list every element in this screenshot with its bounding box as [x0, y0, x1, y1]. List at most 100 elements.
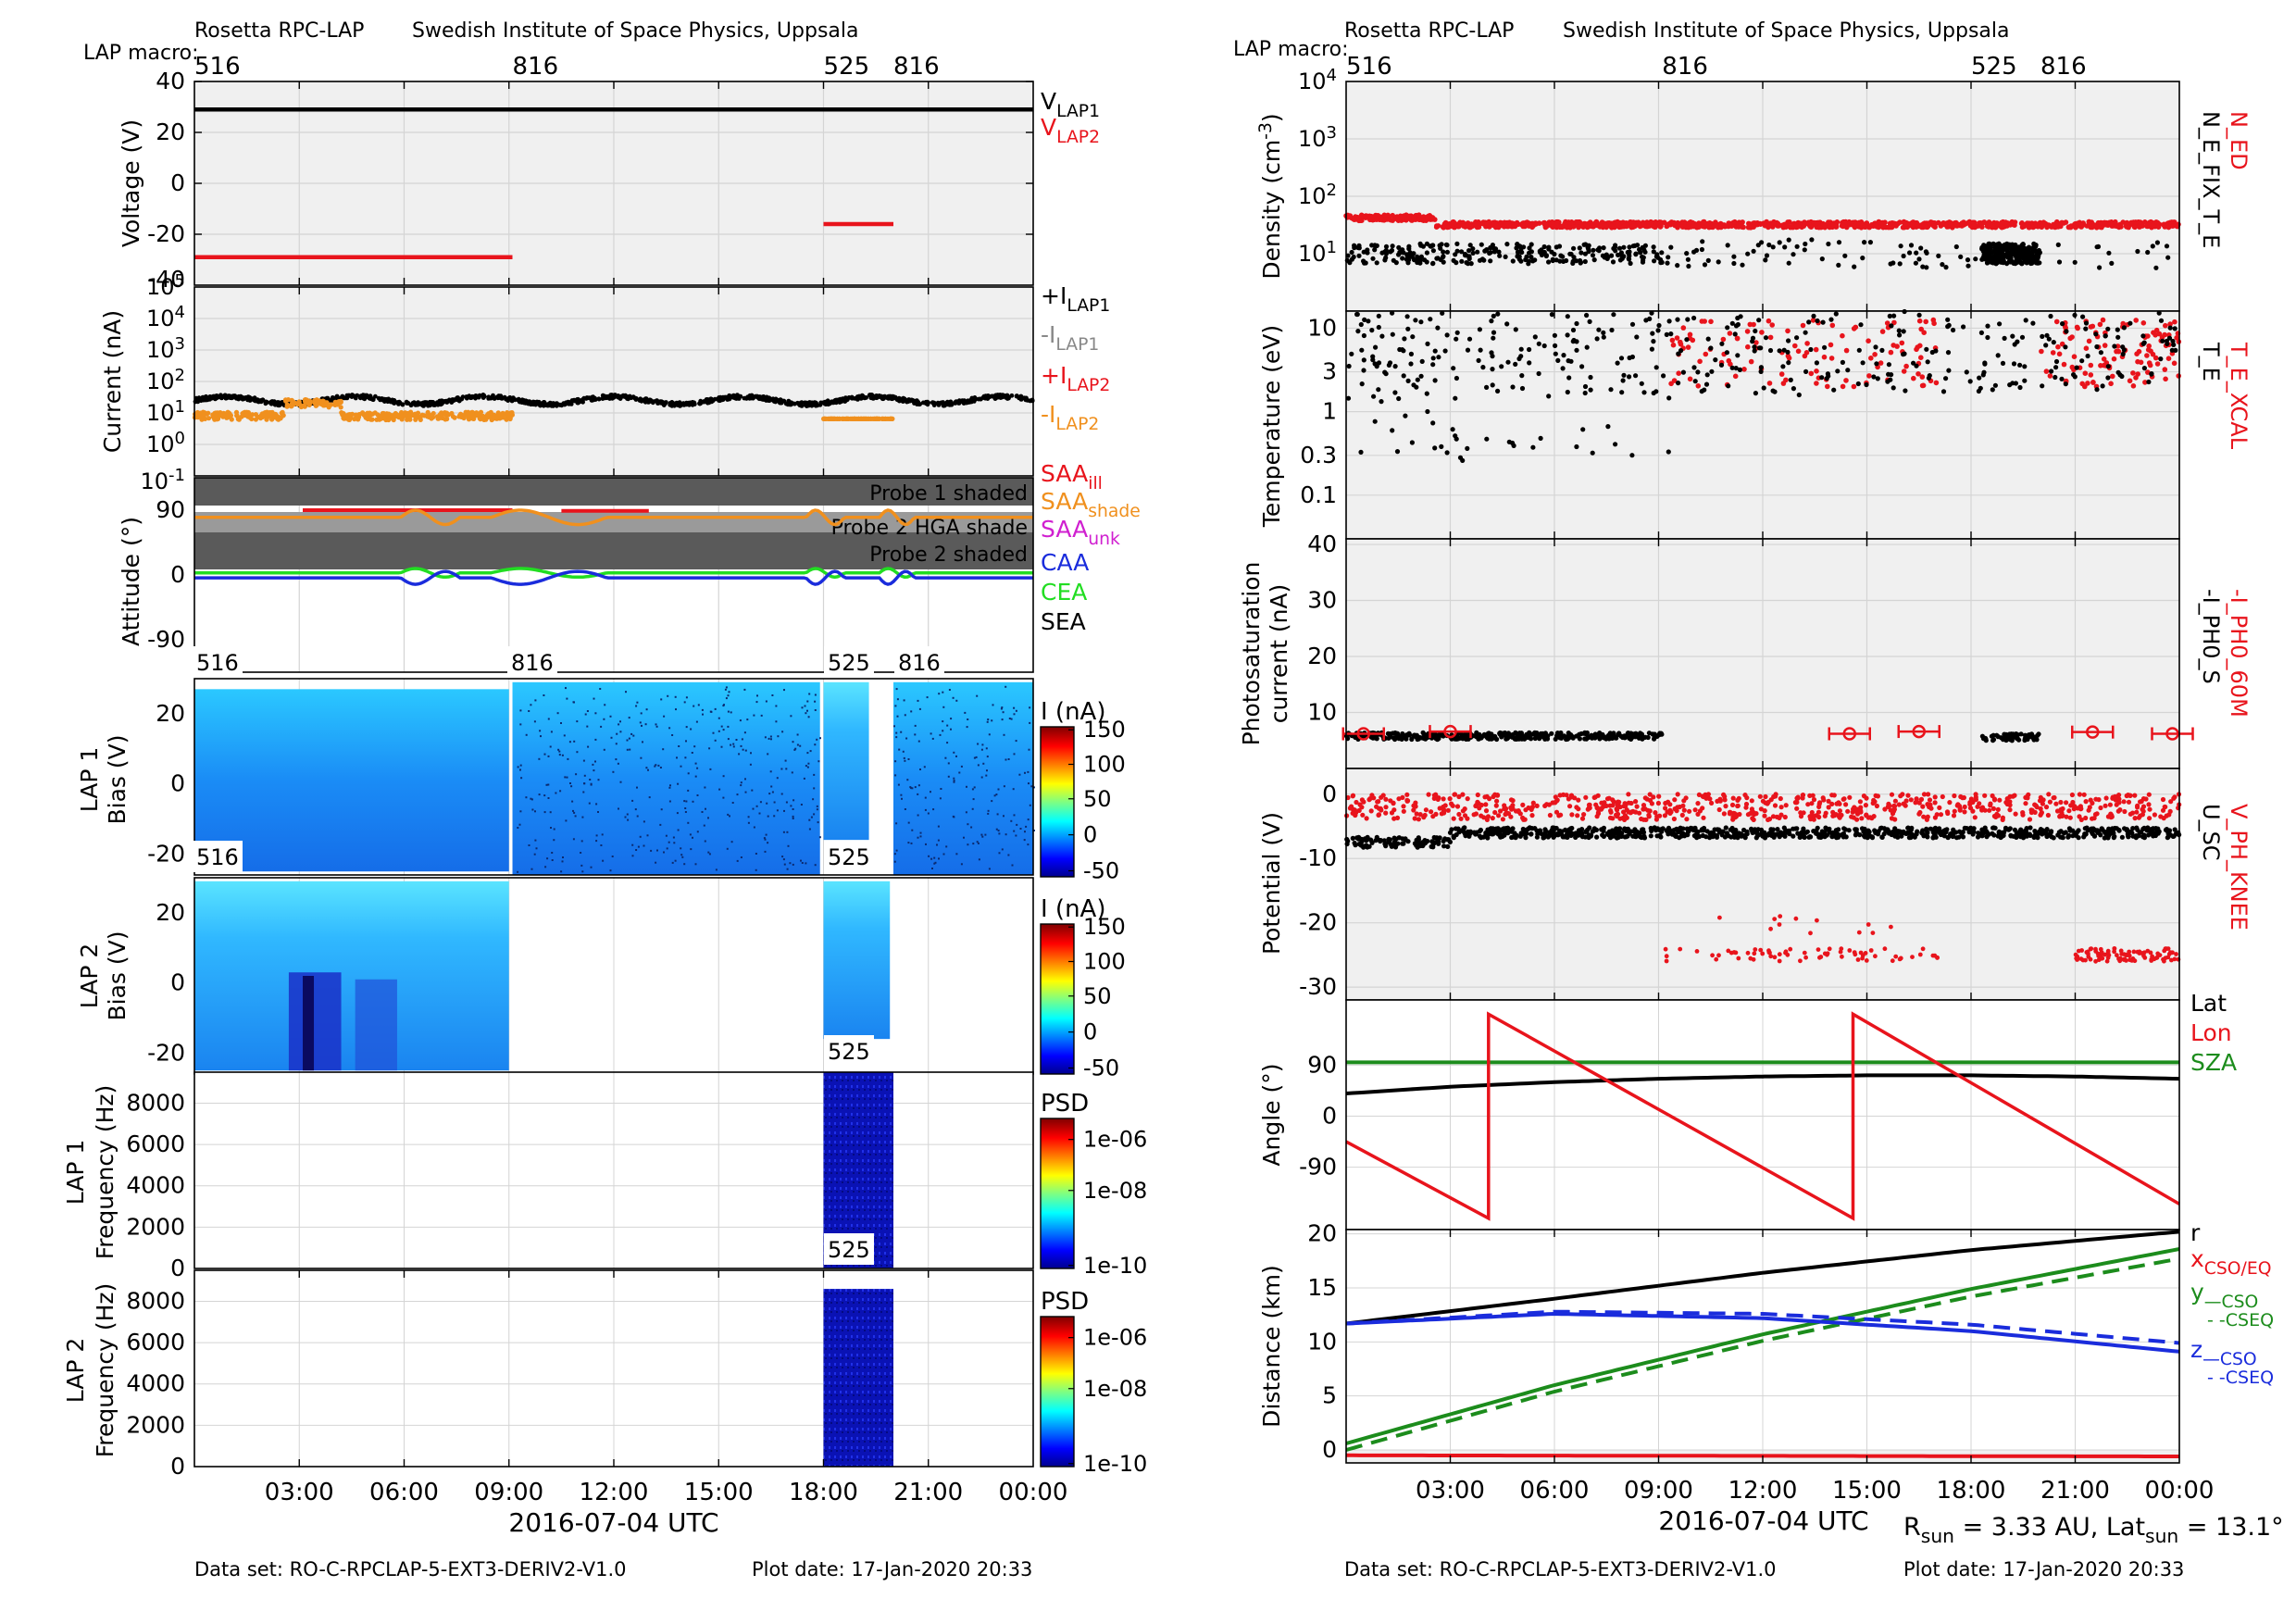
t-e-xcal-point [1687, 376, 1693, 382]
n-e-fix-t-e-point [1352, 243, 1357, 248]
speckle [641, 724, 643, 727]
t-e-point [2100, 383, 2105, 389]
t-e-point [2044, 332, 2050, 338]
i-lap2-point [852, 416, 857, 421]
speckle [519, 709, 522, 712]
psd2-block [823, 1289, 893, 1467]
speckle [1015, 709, 1017, 712]
speckle [977, 743, 980, 745]
t-e-point [1615, 360, 1620, 366]
n-ed-point [2165, 224, 2172, 231]
speckle [576, 751, 579, 754]
speckle [942, 720, 944, 723]
speckle [776, 809, 779, 812]
i-lap1-point [408, 403, 414, 408]
n-e-fix-t-e-point [1475, 249, 1480, 255]
speckle [771, 791, 774, 793]
i-lap2-point [356, 417, 361, 422]
i-lap2-point [307, 399, 313, 405]
t-e-point [1346, 363, 1352, 369]
n-e-fix-t-e-point [2028, 250, 2034, 256]
speckle [743, 731, 746, 734]
speckle [730, 743, 732, 746]
speckle [724, 688, 727, 691]
lap2-sweep-axis-label: Bias (V) [104, 931, 131, 1021]
n-e-fix-t-e-point [1716, 259, 1721, 265]
t-e-xcal-point [1670, 342, 1677, 348]
t-e-point [1505, 359, 1511, 365]
speckle [550, 827, 552, 829]
speckle [594, 738, 597, 741]
speckle [558, 754, 561, 756]
t-e-xcal-point [2136, 348, 2142, 355]
n-e-fix-t-e-point [1561, 258, 1566, 264]
speckle [980, 748, 983, 751]
speckle [708, 747, 711, 750]
colorbar-tick-label: -50 [1083, 858, 1119, 884]
speckle [942, 706, 945, 708]
colorbar-tick-label: 0 [1083, 822, 1097, 848]
speckle [1029, 706, 1031, 709]
speckle [972, 798, 975, 801]
t-e-xcal-point [1901, 369, 1907, 374]
n-ed-point [1379, 216, 1384, 222]
x-tick-label: 09:00 [474, 1479, 543, 1506]
speckle [581, 816, 584, 818]
speckle [517, 827, 519, 829]
speckle [565, 819, 568, 822]
n-e-fix-t-e-point [1424, 259, 1429, 265]
speckle [1013, 713, 1016, 716]
t-e-point [2167, 325, 2173, 331]
t-e-xcal-point [2056, 351, 2063, 357]
lap1-sweep-block [194, 689, 509, 872]
speckle [547, 783, 550, 786]
n-e-fix-t-e-point [1898, 244, 1903, 249]
speckle [804, 705, 806, 707]
speckle [986, 769, 988, 772]
n-e-fix-t-e-point [1510, 258, 1516, 264]
n-e-fix-t-e-point [2027, 244, 2032, 251]
t-e-point [1691, 315, 1697, 321]
n-e-fix-t-e-point [1347, 260, 1353, 266]
t-e-point [1914, 363, 1919, 369]
t-e-point [1619, 390, 1625, 395]
n-e-fix-t-e-point [1642, 249, 1648, 255]
n-e-fix-t-e-point [1731, 260, 1737, 267]
t-e-xcal-point [2079, 381, 2085, 387]
i-lap2-points [821, 416, 895, 421]
speckle [917, 784, 920, 787]
speckle [807, 716, 810, 718]
t-e-point [2115, 327, 2120, 332]
i-lap1-point [633, 397, 639, 402]
t-e-point [1613, 442, 1618, 447]
y-tick-label: 6000 [126, 1329, 185, 1355]
t-e-xcal-point [1766, 318, 1772, 324]
y-tick-label: 0 [170, 969, 185, 996]
speckle [966, 785, 967, 788]
t-e-point [1781, 347, 1787, 353]
speckle [696, 767, 699, 769]
macro-label-box [193, 841, 243, 872]
n-e-fix-t-e-point [1998, 245, 2003, 251]
t-e-point [2171, 342, 2177, 347]
t-e-point [1510, 384, 1516, 390]
y-tick-label: 90 [156, 496, 185, 523]
speckle [906, 779, 909, 781]
i-lap2-point [284, 404, 290, 409]
i-lap1-point [838, 396, 843, 402]
i-lap2-point [369, 411, 376, 417]
i-lap1-point [868, 393, 874, 397]
t-e-point [1703, 381, 1710, 387]
speckle [971, 807, 974, 810]
speckle [914, 786, 917, 789]
n-e-fix-t-e-point [1908, 243, 1915, 248]
t-e-point [1536, 370, 1541, 377]
speckle [731, 802, 734, 804]
i-lap2-point [836, 416, 842, 421]
speckle [715, 868, 718, 871]
n-e-fix-t-e-point [1617, 257, 1623, 263]
speckle [518, 823, 521, 826]
speckle [808, 693, 811, 695]
speckle [790, 805, 792, 807]
legend-minus-i-lap1: -ILAP1 [1041, 321, 1099, 355]
